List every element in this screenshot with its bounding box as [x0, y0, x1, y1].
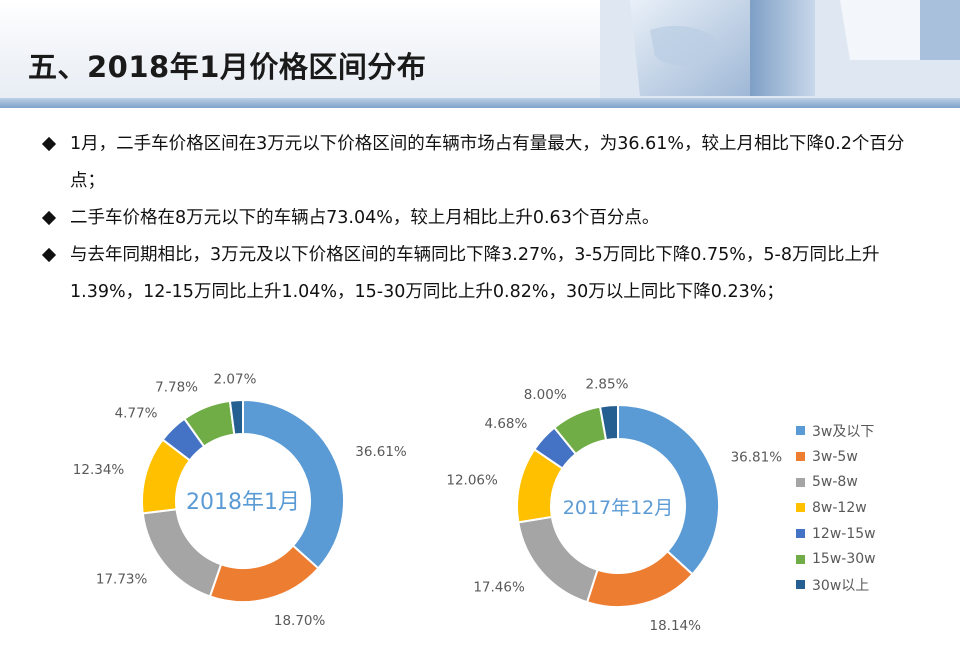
chart-center-title: 2018年1月 — [186, 490, 300, 515]
slice-data-label: 8.00% — [524, 387, 567, 403]
legend-item: 3w-5w — [796, 444, 876, 470]
slice-data-label: 18.70% — [274, 613, 326, 629]
bullet-item: 二手车价格在8万元以下的车辆占73.04%，较上月相比上升0.63个百分点。 — [41, 200, 922, 237]
donut-chart-svg: 36.61% 18.70% 17.73% 12.34% 4.77% 7.78% 2.07% 2… — [73, 371, 407, 629]
header-background-image — [600, 0, 960, 108]
chart-center-title: 2017年12月 — [563, 497, 674, 519]
donut-slice — [208, 544, 320, 603]
donut-slice — [242, 398, 345, 570]
legend-swatch — [796, 580, 805, 590]
slice-data-label: 2.07% — [214, 371, 257, 387]
slice-data-label: 12.34% — [73, 462, 125, 478]
legend-swatch — [796, 477, 805, 487]
header: 五、2018年1月价格区间分布 — [0, 0, 960, 108]
bullet-item: 与去年同期相比，3万元及以下价格区间的车辆同比下降3.27%，3-5万同比下降0… — [41, 237, 922, 311]
bullet-list: 1月，二手车价格区间在3万元以下价格区间的车辆市场占有量最大，为36.61%，较… — [41, 126, 922, 311]
legend-label: 3w-5w — [812, 448, 858, 465]
donut-chart-2018-01: 36.61% 18.70% 17.73% 12.34% 4.77% 7.78% 2.07% 2… — [60, 370, 430, 650]
legend-label: 15w-30w — [812, 551, 876, 568]
slice-data-label: 17.73% — [96, 571, 148, 587]
slice-data-label: 4.77% — [115, 406, 158, 422]
donut-slice — [617, 403, 720, 576]
legend-item: 5w-8w — [796, 469, 876, 495]
slice-data-label: 7.78% — [155, 380, 198, 396]
bullet-text: 1月，二手车价格区间在3万元以下价格区间的车辆市场占有量最大，为36.61%，较… — [70, 134, 905, 191]
legend-item: 12w-15w — [796, 521, 876, 547]
legend-swatch — [796, 452, 805, 462]
slice-data-label: 2.85% — [586, 376, 629, 392]
legend-item: 30w以上 — [796, 572, 876, 598]
donut-slice — [141, 508, 223, 598]
slice-data-label: 18.14% — [649, 618, 701, 634]
legend-label: 3w及以下 — [812, 423, 875, 440]
diamond-bullet-icon — [41, 247, 57, 263]
donut-slice — [585, 549, 694, 608]
legend-item: 3w及以下 — [796, 418, 876, 444]
chart-legend: 3w及以下 3w-5w 5w-8w 8w-12w 12w-15w 15w-30w 30w以上 — [796, 418, 876, 598]
legend-swatch — [796, 503, 805, 513]
donut-slice — [228, 398, 244, 436]
slice-data-label: 4.68% — [484, 416, 527, 432]
legend-item: 15w-30w — [796, 546, 876, 572]
legend-label: 30w以上 — [812, 577, 870, 594]
legend-swatch — [796, 554, 805, 564]
bullet-text: 与去年同期相比，3万元及以下价格区间的车辆同比下降3.27%，3-5万同比下降0… — [70, 245, 880, 302]
bullet-text: 二手车价格在8万元以下的车辆占73.04%，较上月相比上升0.63个百分点。 — [70, 208, 660, 228]
diamond-bullet-icon — [41, 136, 57, 152]
legend-swatch — [796, 426, 805, 436]
legend-swatch — [796, 529, 805, 539]
donut-slice — [598, 403, 619, 442]
donut-chart-2017-12: 36.81% 18.14% 17.46% 12.06% 4.68% 8.00% 2.85% 2… — [440, 370, 790, 650]
page-title: 五、2018年1月价格区间分布 — [28, 50, 427, 84]
slice-data-label: 36.81% — [731, 449, 783, 465]
slice-data-label: 12.06% — [446, 473, 498, 489]
donut-chart-svg: 36.81% 18.14% 17.46% 12.06% 4.68% 8.00% 2.85% 2… — [446, 376, 783, 634]
legend-label: 12w-15w — [812, 525, 876, 542]
slice-data-label: 36.61% — [355, 444, 407, 460]
legend-label: 5w-8w — [812, 474, 858, 491]
diamond-bullet-icon — [41, 210, 57, 226]
donut-slice — [517, 515, 599, 604]
legend-label: 8w-12w — [812, 499, 867, 516]
legend-item: 8w-12w — [796, 495, 876, 521]
header-rule — [0, 98, 960, 108]
bullet-item: 1月，二手车价格区间在3万元以下价格区间的车辆市场占有量最大，为36.61%，较… — [41, 126, 922, 200]
slice-data-label: 17.46% — [473, 579, 525, 595]
